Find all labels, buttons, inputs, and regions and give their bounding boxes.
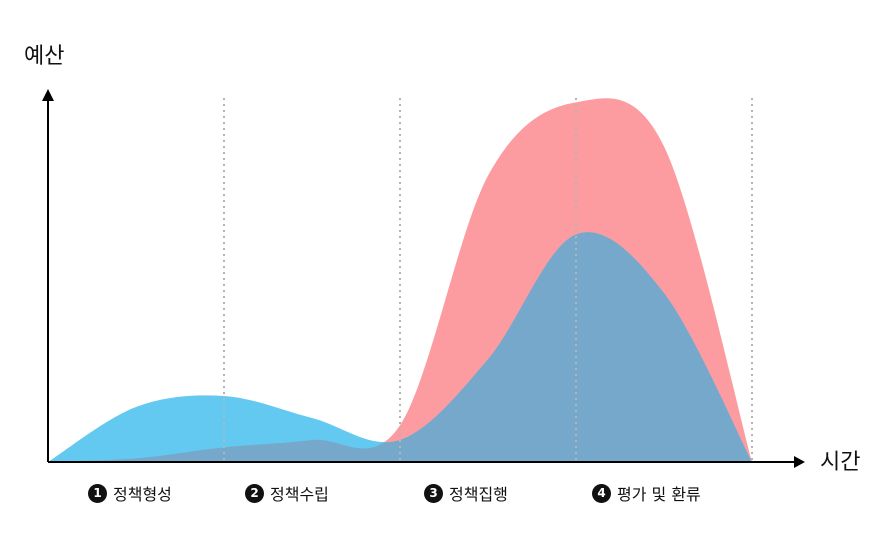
phase-name: 정책집행 [449, 485, 508, 504]
phase-name: 평가 및 환류 [617, 485, 701, 504]
x-axis-arrow-icon [794, 456, 805, 468]
phase-number-badge: 2 [245, 483, 264, 503]
phase-label-1: 1 정책형성 [88, 481, 172, 505]
phase-label-2: 2 정책수립 [245, 481, 329, 505]
phase-name: 정책형성 [113, 485, 172, 504]
phase-number-badge: 4 [592, 483, 611, 503]
phase-label-4: 4 평가 및 환류 [592, 481, 701, 505]
phase-name: 정책수립 [270, 485, 329, 504]
y-axis-arrow-icon [42, 89, 54, 101]
phase-number-badge: 3 [424, 483, 443, 503]
phase-number-badge: 1 [88, 483, 107, 503]
x-axis-title: 시간 [820, 450, 861, 475]
phase-label-3: 3 정책집행 [424, 481, 508, 505]
y-axis-title: 예산 [24, 44, 65, 69]
